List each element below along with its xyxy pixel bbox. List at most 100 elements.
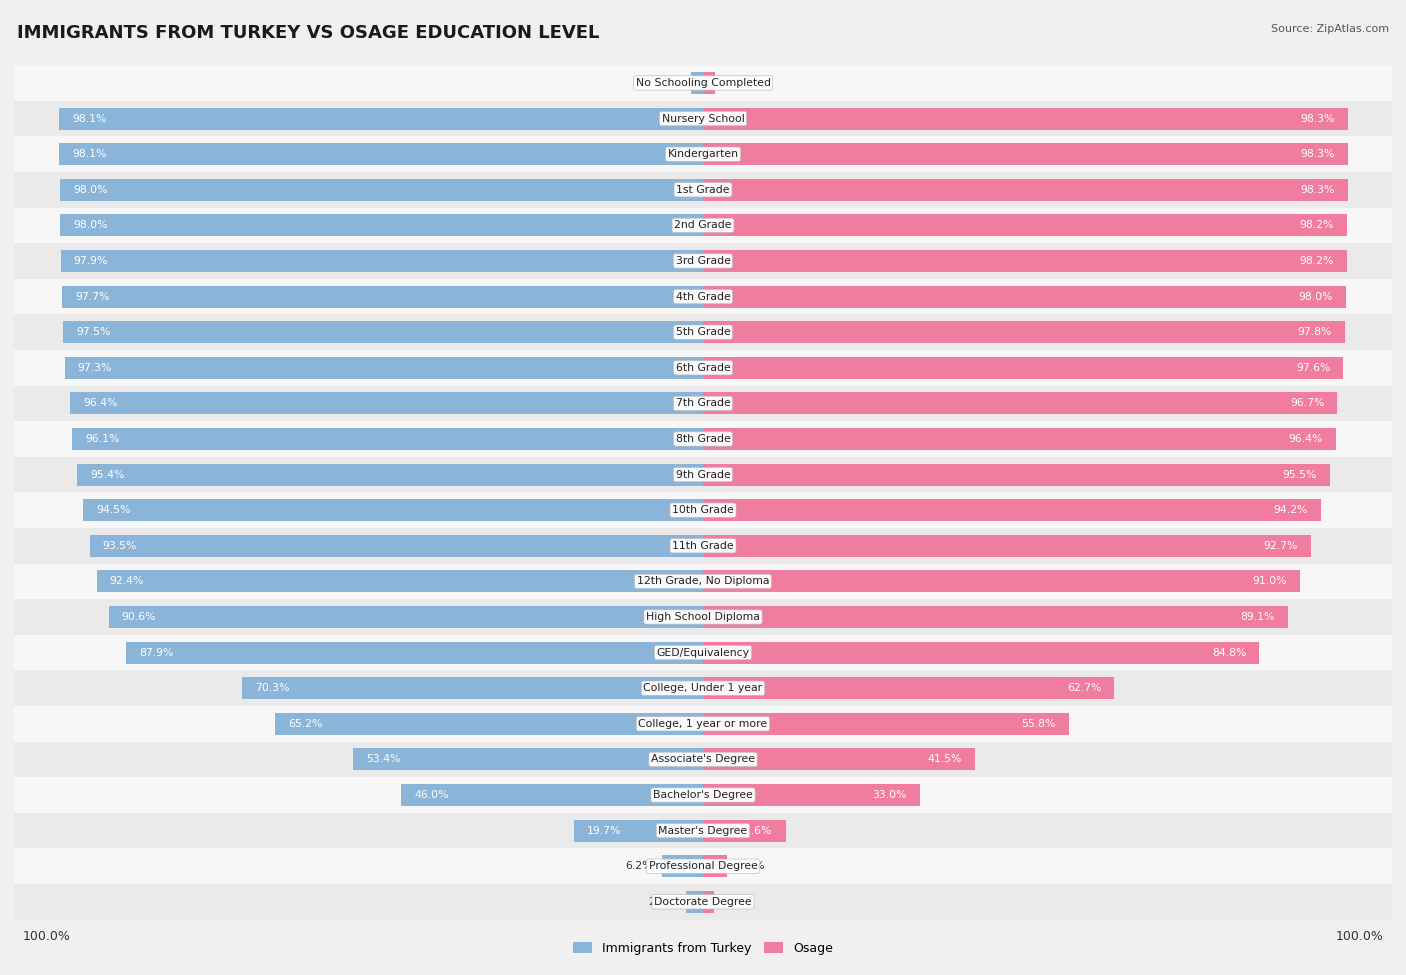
Bar xyxy=(703,855,727,878)
Bar xyxy=(59,143,703,165)
Bar xyxy=(60,214,703,236)
Text: 1.8%: 1.8% xyxy=(724,78,752,88)
Text: GED/Equivalency: GED/Equivalency xyxy=(657,647,749,657)
Text: Professional Degree: Professional Degree xyxy=(648,861,758,872)
Text: 97.6%: 97.6% xyxy=(1296,363,1330,372)
Bar xyxy=(60,178,703,201)
Bar xyxy=(703,784,920,806)
Text: 8th Grade: 8th Grade xyxy=(676,434,730,444)
Text: 10th Grade: 10th Grade xyxy=(672,505,734,515)
Text: 6th Grade: 6th Grade xyxy=(676,363,730,372)
Bar xyxy=(63,321,703,343)
Bar xyxy=(14,742,1392,777)
Bar xyxy=(703,214,1347,236)
Text: 98.0%: 98.0% xyxy=(73,184,108,195)
Text: College, 1 year or more: College, 1 year or more xyxy=(638,719,768,728)
Text: 84.8%: 84.8% xyxy=(1212,647,1246,657)
Bar xyxy=(14,706,1392,742)
Bar xyxy=(703,891,714,913)
Bar xyxy=(14,100,1392,136)
Bar xyxy=(401,784,703,806)
Bar xyxy=(703,570,1301,593)
Text: 9th Grade: 9th Grade xyxy=(676,470,730,480)
Bar xyxy=(14,564,1392,600)
Bar xyxy=(14,136,1392,172)
Bar xyxy=(703,642,1260,664)
Bar xyxy=(703,463,1330,486)
Text: 94.2%: 94.2% xyxy=(1274,505,1308,515)
Bar xyxy=(90,534,703,557)
Text: 96.4%: 96.4% xyxy=(83,399,118,409)
Text: IMMIGRANTS FROM TURKEY VS OSAGE EDUCATION LEVEL: IMMIGRANTS FROM TURKEY VS OSAGE EDUCATIO… xyxy=(17,24,599,42)
Text: 96.7%: 96.7% xyxy=(1289,399,1324,409)
Text: No Schooling Completed: No Schooling Completed xyxy=(636,78,770,88)
Bar xyxy=(14,350,1392,385)
Bar xyxy=(703,357,1343,379)
Text: 98.1%: 98.1% xyxy=(73,113,107,124)
Text: 5th Grade: 5th Grade xyxy=(676,328,730,337)
Bar xyxy=(703,107,1348,130)
Bar xyxy=(353,749,703,770)
Text: 97.8%: 97.8% xyxy=(1298,328,1331,337)
Bar xyxy=(686,891,703,913)
Text: High School Diploma: High School Diploma xyxy=(647,612,759,622)
Bar xyxy=(703,250,1347,272)
Text: Doctorate Degree: Doctorate Degree xyxy=(654,897,752,907)
Bar xyxy=(703,72,714,94)
Bar xyxy=(83,499,703,522)
Bar xyxy=(703,499,1322,522)
Text: Source: ZipAtlas.com: Source: ZipAtlas.com xyxy=(1271,24,1389,34)
Bar xyxy=(62,286,703,307)
Bar xyxy=(77,463,703,486)
Text: 4th Grade: 4th Grade xyxy=(676,292,730,301)
Text: 97.5%: 97.5% xyxy=(76,328,111,337)
Bar xyxy=(690,72,703,94)
Bar xyxy=(73,428,703,450)
Text: 92.7%: 92.7% xyxy=(1264,541,1298,551)
Text: College, Under 1 year: College, Under 1 year xyxy=(644,683,762,693)
Text: 3rd Grade: 3rd Grade xyxy=(675,256,731,266)
Text: Bachelor's Degree: Bachelor's Degree xyxy=(652,790,754,800)
Text: 98.3%: 98.3% xyxy=(1301,149,1334,159)
Bar xyxy=(703,286,1346,307)
Text: 2.6%: 2.6% xyxy=(648,897,676,907)
Bar xyxy=(14,884,1392,919)
Text: 95.5%: 95.5% xyxy=(1282,470,1316,480)
Bar xyxy=(14,848,1392,884)
Text: 2nd Grade: 2nd Grade xyxy=(675,220,731,230)
Text: 65.2%: 65.2% xyxy=(288,719,323,728)
Text: Associate's Degree: Associate's Degree xyxy=(651,755,755,764)
Text: 46.0%: 46.0% xyxy=(415,790,449,800)
Bar xyxy=(703,392,1337,414)
Bar xyxy=(574,820,703,841)
Text: 97.7%: 97.7% xyxy=(75,292,110,301)
Legend: Immigrants from Turkey, Osage: Immigrants from Turkey, Osage xyxy=(568,937,838,960)
Text: 55.8%: 55.8% xyxy=(1022,719,1056,728)
Text: 98.0%: 98.0% xyxy=(1298,292,1333,301)
Bar xyxy=(59,107,703,130)
Bar xyxy=(14,777,1392,813)
Bar xyxy=(14,456,1392,492)
Bar xyxy=(14,421,1392,456)
Text: 98.3%: 98.3% xyxy=(1301,184,1334,195)
Bar xyxy=(14,279,1392,314)
Bar xyxy=(14,492,1392,528)
Text: 98.2%: 98.2% xyxy=(1299,256,1334,266)
Text: Master's Degree: Master's Degree xyxy=(658,826,748,836)
Text: 3.7%: 3.7% xyxy=(737,861,765,872)
Bar xyxy=(70,392,703,414)
Text: 98.1%: 98.1% xyxy=(73,149,107,159)
Bar xyxy=(14,208,1392,243)
Bar xyxy=(703,428,1336,450)
Text: Kindergarten: Kindergarten xyxy=(668,149,738,159)
Bar xyxy=(703,143,1348,165)
Bar xyxy=(703,321,1344,343)
Text: 41.5%: 41.5% xyxy=(928,755,962,764)
Text: 93.5%: 93.5% xyxy=(103,541,136,551)
Bar xyxy=(662,855,703,878)
Bar xyxy=(65,357,703,379)
Text: 94.5%: 94.5% xyxy=(96,505,131,515)
Bar xyxy=(14,600,1392,635)
Text: 96.4%: 96.4% xyxy=(1288,434,1323,444)
Bar xyxy=(703,178,1348,201)
